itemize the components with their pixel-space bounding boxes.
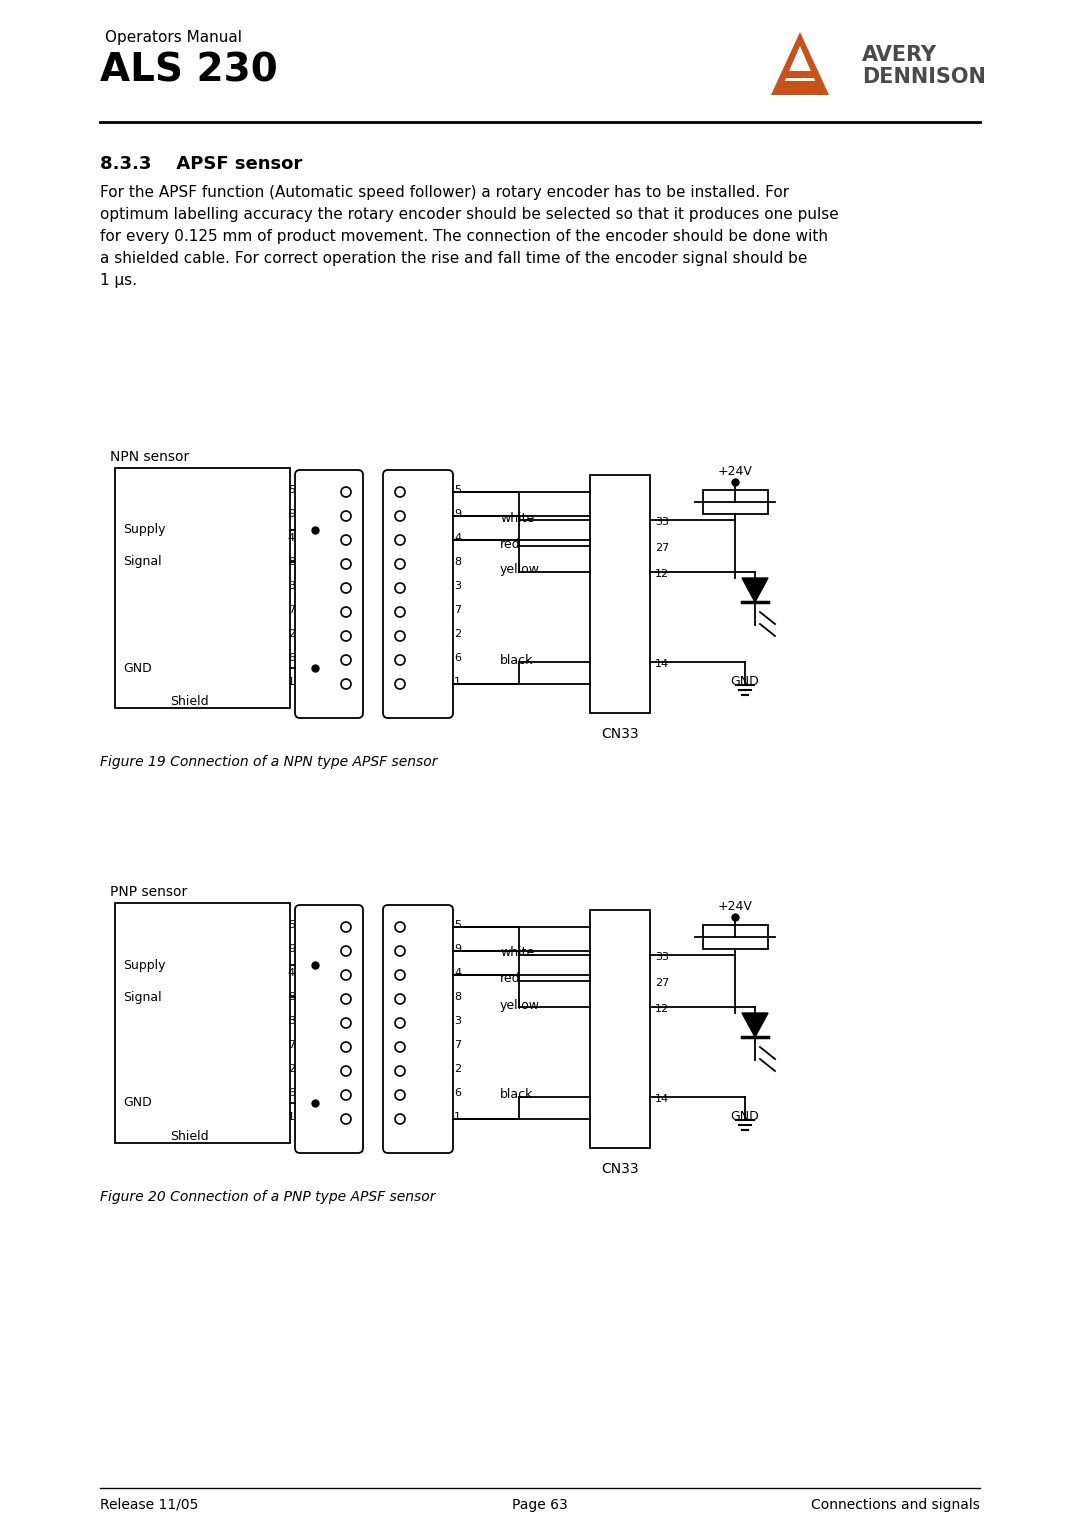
Text: 8: 8	[288, 992, 295, 1002]
Polygon shape	[778, 81, 823, 89]
Polygon shape	[742, 578, 768, 602]
Text: DENNISON: DENNISON	[862, 67, 986, 87]
Text: 1: 1	[454, 677, 461, 688]
Text: for every 0.125 mm of product movement. The connection of the encoder should be : for every 0.125 mm of product movement. …	[100, 229, 828, 244]
Text: white: white	[500, 946, 535, 960]
Text: yellow: yellow	[500, 998, 540, 1012]
Text: 33: 33	[654, 952, 669, 963]
Text: 33: 33	[654, 516, 669, 527]
Text: 2: 2	[288, 1063, 295, 1074]
Text: 3: 3	[454, 1016, 461, 1025]
Text: 7: 7	[454, 605, 461, 614]
Text: red: red	[500, 538, 521, 550]
Text: Release 11/05: Release 11/05	[100, 1497, 199, 1513]
Text: 9: 9	[454, 944, 461, 953]
Text: 3: 3	[454, 581, 461, 591]
Polygon shape	[783, 46, 816, 86]
Text: PNP sensor: PNP sensor	[110, 885, 187, 898]
Text: 8: 8	[454, 992, 461, 1002]
Text: 1 μs.: 1 μs.	[100, 274, 137, 287]
Text: 2: 2	[454, 1063, 461, 1074]
Text: 4: 4	[288, 969, 295, 978]
Bar	[703, 490, 768, 513]
Text: Connections and signals: Connections and signals	[811, 1497, 980, 1513]
Text: black: black	[500, 654, 534, 666]
Text: 6: 6	[288, 1088, 295, 1099]
Text: Shield: Shield	[170, 1131, 208, 1143]
Text: ALS 230: ALS 230	[100, 52, 278, 90]
Text: 9: 9	[288, 509, 295, 520]
Text: 9: 9	[454, 509, 461, 520]
Text: 8: 8	[288, 558, 295, 567]
Text: 1: 1	[288, 1112, 295, 1122]
Text: 3: 3	[288, 581, 295, 591]
Text: GND: GND	[731, 1109, 759, 1123]
Text: 8: 8	[454, 558, 461, 567]
Text: 7: 7	[454, 1041, 461, 1050]
Text: GND: GND	[731, 675, 759, 688]
Text: 4: 4	[454, 533, 461, 542]
Text: Shield: Shield	[170, 695, 208, 707]
Text: 27: 27	[654, 542, 670, 553]
Bar	[590, 911, 650, 1148]
Text: 5: 5	[454, 484, 461, 495]
Text: 8.3.3    APSF sensor: 8.3.3 APSF sensor	[100, 154, 302, 173]
Text: +24V: +24V	[717, 465, 753, 478]
Text: 5: 5	[454, 920, 461, 931]
Text: Operators Manual: Operators Manual	[105, 31, 242, 44]
Text: 14: 14	[654, 659, 670, 669]
Text: GND: GND	[123, 662, 152, 674]
Text: AVERY: AVERY	[862, 44, 937, 66]
Text: 4: 4	[454, 969, 461, 978]
Text: white: white	[500, 512, 535, 524]
Bar	[590, 475, 650, 714]
Text: a shielded cable. For correct operation the rise and fall time of the encoder si: a shielded cable. For correct operation …	[100, 251, 808, 266]
Text: Supply: Supply	[123, 524, 165, 536]
Text: optimum labelling accuracy the rotary encoder should be selected so that it prod: optimum labelling accuracy the rotary en…	[100, 206, 839, 222]
Text: Signal: Signal	[123, 990, 162, 1004]
Text: red: red	[500, 972, 521, 986]
Text: Signal: Signal	[123, 556, 162, 568]
Text: 2: 2	[454, 630, 461, 639]
Text: GND: GND	[123, 1097, 152, 1109]
Text: 12: 12	[654, 1004, 670, 1015]
Text: 27: 27	[654, 978, 670, 989]
Text: Figure 19 Connection of a NPN type APSF sensor: Figure 19 Connection of a NPN type APSF …	[100, 755, 437, 769]
Text: NPN sensor: NPN sensor	[110, 451, 189, 465]
Text: 7: 7	[288, 1041, 295, 1050]
Text: 5: 5	[288, 484, 295, 495]
Bar	[703, 924, 768, 949]
Text: 2: 2	[288, 630, 295, 639]
Text: 4: 4	[288, 533, 295, 542]
Text: 9: 9	[288, 944, 295, 953]
Polygon shape	[771, 32, 829, 95]
Text: 6: 6	[454, 652, 461, 663]
Text: 1: 1	[454, 1112, 461, 1122]
Text: For the APSF function (Automatic speed follower) a rotary encoder has to be inst: For the APSF function (Automatic speed f…	[100, 185, 789, 200]
Bar	[114, 903, 291, 1143]
Text: Supply: Supply	[123, 958, 165, 972]
Text: 6: 6	[454, 1088, 461, 1099]
Polygon shape	[742, 1013, 768, 1038]
Text: Page 63: Page 63	[512, 1497, 568, 1513]
Text: Figure 20 Connection of a PNP type APSF sensor: Figure 20 Connection of a PNP type APSF …	[100, 1190, 435, 1204]
Text: 5: 5	[288, 920, 295, 931]
Text: CN33: CN33	[602, 1161, 638, 1177]
Text: 14: 14	[654, 1094, 670, 1105]
Text: 12: 12	[654, 568, 670, 579]
Text: 1: 1	[288, 677, 295, 688]
Bar	[114, 468, 291, 707]
Polygon shape	[782, 70, 819, 78]
Text: +24V: +24V	[717, 900, 753, 914]
Text: yellow: yellow	[500, 564, 540, 576]
Text: 6: 6	[288, 652, 295, 663]
Text: black: black	[500, 1088, 534, 1102]
Text: 7: 7	[288, 605, 295, 614]
Text: 3: 3	[288, 1016, 295, 1025]
Text: CN33: CN33	[602, 727, 638, 741]
